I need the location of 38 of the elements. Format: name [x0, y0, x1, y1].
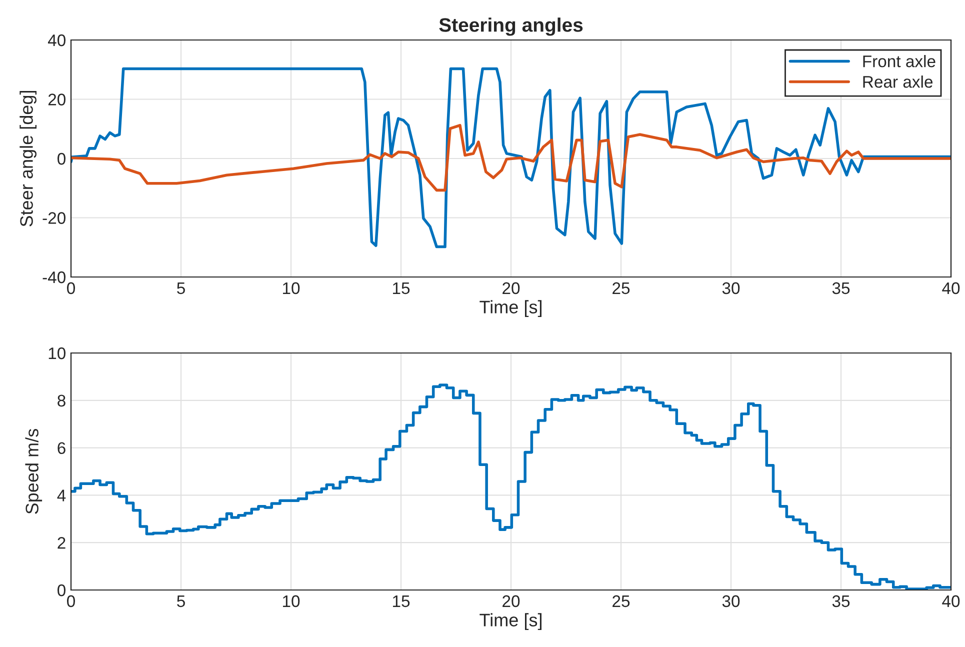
x-tick-label: 25: [612, 282, 630, 294]
x-tick-label: 10: [283, 282, 300, 294]
y-tick-label: -20: [42, 212, 66, 224]
x-tick-label: 15: [393, 282, 410, 294]
x-tick-label: 10: [283, 595, 300, 608]
line-series: [71, 124, 951, 192]
y-tick-label: 0: [58, 152, 66, 165]
line-series: [71, 67, 951, 248]
x-tick-label: 5: [177, 282, 185, 294]
chart-title: Steering angles: [439, 18, 583, 36]
x-tick-label: 35: [832, 282, 850, 294]
x-tick-label: 25: [612, 595, 630, 608]
x-tick-label: 35: [832, 595, 850, 608]
y-tick-label: 2: [58, 537, 66, 549]
x-tick-label: 15: [393, 595, 410, 608]
x-tick-label: 40: [942, 282, 960, 294]
y-axis-title: Speed m/s: [25, 428, 42, 514]
y-tick-label: 0: [58, 584, 66, 596]
y-tick-label: 4: [57, 490, 66, 502]
x-tick-label: 40: [942, 595, 960, 608]
x-tick-label: 20: [502, 595, 520, 608]
x-tick-label: 0: [67, 282, 75, 294]
x-tick-label: 0: [67, 595, 75, 608]
y-axis-title: Steer angle [deg]: [20, 91, 36, 226]
legend-label: Front axle: [863, 55, 936, 68]
x-tick-label: 20: [502, 282, 520, 294]
legend-label: Rear axle: [863, 76, 932, 88]
y-tick-label: 40: [48, 34, 66, 46]
y-tick-label: -40: [42, 271, 66, 284]
y-tick-label: 6: [58, 442, 66, 454]
x-tick-label: 5: [177, 595, 185, 608]
x-axis-title: Time [s]: [480, 613, 542, 630]
x-tick-label: 30: [722, 282, 740, 294]
y-tick-label: 20: [48, 94, 66, 106]
x-axis-title: Time [s]: [480, 300, 542, 318]
x-tick-label: 30: [722, 595, 740, 608]
y-tick-label: 10: [48, 347, 66, 360]
y-tick-label: 8: [58, 394, 66, 407]
